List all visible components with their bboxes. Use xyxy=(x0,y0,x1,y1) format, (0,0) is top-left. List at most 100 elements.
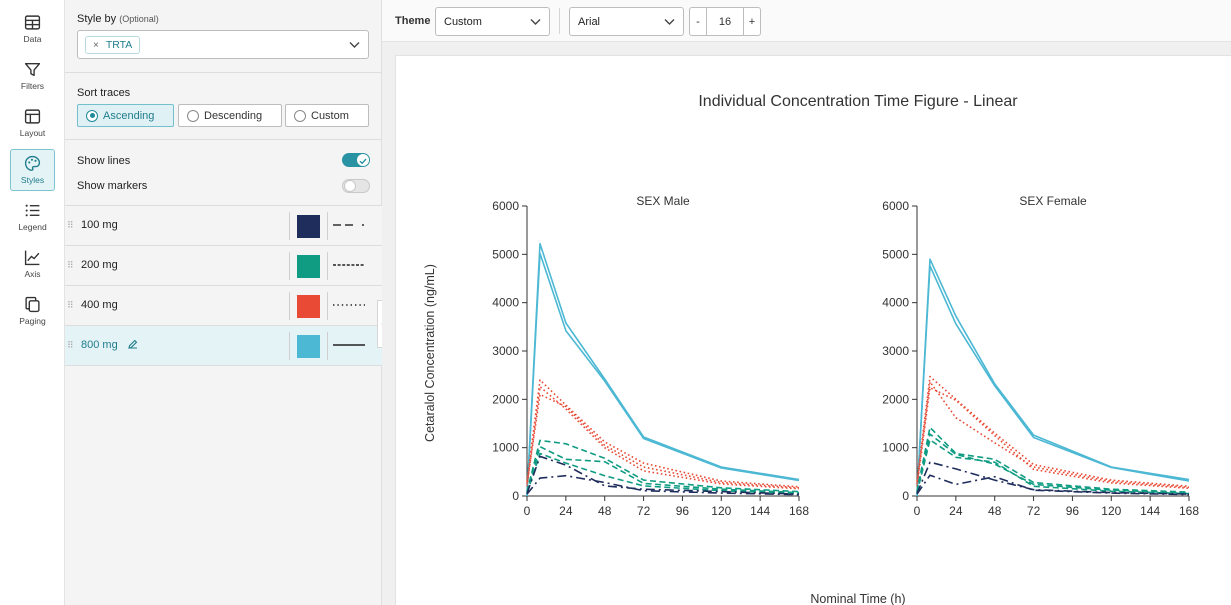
chip-label: TRTA xyxy=(105,39,133,51)
line-style-selector[interactable] xyxy=(331,259,367,271)
color-swatch[interactable] xyxy=(297,295,320,318)
optional-hint: (Optional) xyxy=(119,14,159,24)
style-by-label: Style by (Optional) xyxy=(77,13,159,25)
y-tick-label: 5000 xyxy=(492,247,519,261)
theme-value: Custom xyxy=(444,16,482,28)
series-line xyxy=(526,452,800,495)
series-line xyxy=(526,393,800,489)
drag-handle-icon[interactable]: ⠿ xyxy=(67,260,74,270)
style-by-select[interactable]: × TRTA xyxy=(77,30,369,59)
panel-title: SEX Female xyxy=(1019,194,1087,208)
x-tick-label: 96 xyxy=(1066,504,1080,518)
trace-row[interactable]: ⠿ 800 mg xyxy=(65,326,382,366)
x-axis-label: Nominal Time (h) xyxy=(810,592,905,605)
divider xyxy=(289,332,290,360)
radio-ascending[interactable] xyxy=(86,109,98,122)
rail-label-paging: Paging xyxy=(19,316,46,326)
series-line xyxy=(526,252,800,497)
rail-label-axis: Axis xyxy=(24,269,41,279)
x-tick-label: 144 xyxy=(1140,504,1160,518)
trace-row[interactable]: ⠿ 100 mg xyxy=(65,206,382,246)
x-tick-label: 120 xyxy=(711,504,731,518)
divider xyxy=(65,139,382,140)
series-line xyxy=(916,381,1190,489)
divider xyxy=(289,212,290,240)
drag-handle-icon[interactable]: ⠿ xyxy=(67,300,74,310)
font-size-increase-button[interactable]: + xyxy=(748,15,756,28)
rail-item-filters[interactable]: Filters xyxy=(10,55,55,97)
chart-title: Individual Concentration Time Figure - L… xyxy=(698,93,1018,110)
x-tick-label: 168 xyxy=(1179,504,1199,518)
color-swatch[interactable] xyxy=(297,335,320,358)
rail-label-filters: Filters xyxy=(20,81,45,91)
x-tick-label: 168 xyxy=(789,504,809,518)
line-style-selector[interactable] xyxy=(331,219,367,231)
font-size-value[interactable]: 16 xyxy=(706,8,744,35)
font-size-stepper: - 16 + xyxy=(689,7,761,36)
y-axis-label: Cetaralol Concentration (ng/mL) xyxy=(423,264,437,442)
rail-label-layout: Layout xyxy=(19,128,46,138)
sort-ascending-button[interactable]: Ascending xyxy=(77,104,174,127)
rail-label-legend: Legend xyxy=(18,222,47,232)
style-by-label-text: Style by xyxy=(77,13,117,25)
show-markers-toggle[interactable] xyxy=(342,179,370,193)
radio-custom[interactable] xyxy=(294,109,306,122)
layout-icon xyxy=(24,109,41,124)
divider xyxy=(289,252,290,280)
rail-item-layout[interactable]: Layout xyxy=(10,102,55,144)
chevron-down-icon[interactable] xyxy=(349,41,360,49)
series-line xyxy=(526,474,800,496)
series-line xyxy=(526,439,800,493)
theme-label: Theme xyxy=(395,15,431,27)
rail-item-legend[interactable]: Legend xyxy=(10,196,55,238)
y-tick-label: 5000 xyxy=(882,247,909,261)
rail-item-styles[interactable]: Styles xyxy=(10,149,55,191)
line-chart-icon xyxy=(24,250,40,266)
rail-label-styles: Styles xyxy=(20,175,45,185)
series-line xyxy=(916,258,1190,497)
series-line xyxy=(526,242,800,497)
edit-icon[interactable] xyxy=(128,339,138,349)
color-swatch[interactable] xyxy=(297,255,320,278)
chip-remove-button[interactable]: × xyxy=(93,39,99,51)
trace-row[interactable]: ⠿ 400 mg xyxy=(65,286,382,326)
sort-custom-button[interactable]: Custom xyxy=(285,104,369,127)
series-line xyxy=(916,265,1190,497)
trace-row[interactable]: ⠿ 200 mg xyxy=(65,246,382,286)
y-tick-label: 4000 xyxy=(882,296,909,310)
nav-rail: Data Filters Layout Styles Legend Axis P… xyxy=(0,0,65,605)
rail-item-data[interactable]: Data xyxy=(10,8,55,50)
series-line xyxy=(916,461,1190,495)
toggle-knob xyxy=(344,180,356,192)
theme-select[interactable]: Custom xyxy=(435,7,550,36)
styles-panel: Style by (Optional) × TRTA Sort traces A… xyxy=(65,0,382,605)
divider xyxy=(327,332,328,360)
x-tick-label: 48 xyxy=(598,504,612,518)
toggle-knob xyxy=(357,154,369,166)
trace-name: 200 mg xyxy=(81,259,118,271)
rail-item-axis[interactable]: Axis xyxy=(10,243,55,285)
style-by-chip: × TRTA xyxy=(85,36,141,54)
x-tick-label: 24 xyxy=(559,504,573,518)
sort-descending-button[interactable]: Descending xyxy=(178,104,282,127)
divider xyxy=(559,8,560,34)
palette-icon xyxy=(24,155,41,171)
show-lines-toggle[interactable] xyxy=(342,153,370,167)
rail-label-data: Data xyxy=(23,34,42,44)
rail-item-paging[interactable]: Paging xyxy=(10,290,55,332)
toolbar: Theme Custom Arial - 16 + xyxy=(382,0,1231,42)
x-tick-label: 0 xyxy=(524,504,531,518)
line-style-selector[interactable] xyxy=(331,339,367,351)
drag-handle-icon[interactable]: ⠿ xyxy=(67,340,74,350)
list-icon xyxy=(25,204,40,217)
font-size-decrease-button[interactable]: - xyxy=(696,15,700,28)
line-style-selector[interactable] xyxy=(331,299,367,311)
radio-descending[interactable] xyxy=(187,109,199,122)
x-tick-label: 96 xyxy=(676,504,690,518)
y-tick-label: 6000 xyxy=(492,199,519,213)
series-line xyxy=(526,455,800,495)
color-swatch[interactable] xyxy=(297,215,320,238)
font-select[interactable]: Arial xyxy=(569,7,684,36)
drag-handle-icon[interactable]: ⠿ xyxy=(67,220,74,230)
